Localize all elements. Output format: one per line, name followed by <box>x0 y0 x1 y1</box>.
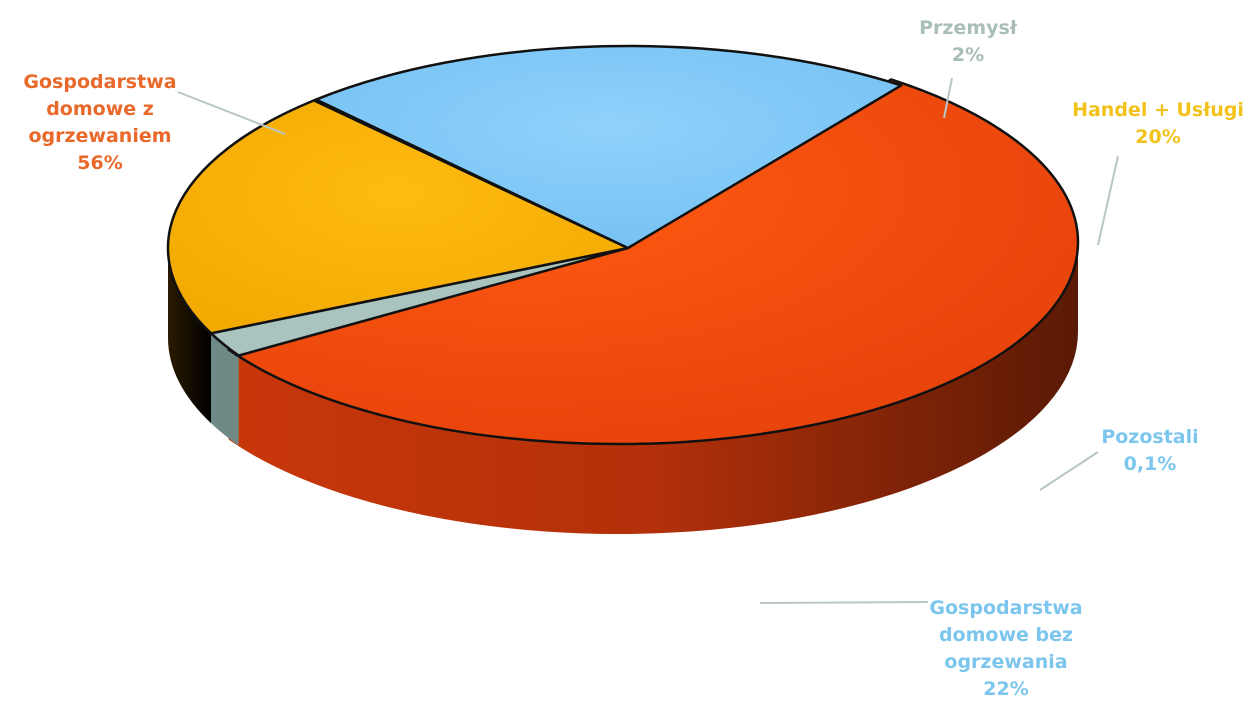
pie-tops <box>166 44 1080 446</box>
slice-name-label-1: Przemysł <box>919 17 1018 39</box>
slice-name-label-0: domowe z <box>46 98 154 120</box>
slice-name-label-4: domowe bez <box>939 624 1073 646</box>
leader-line-1 <box>943 77 953 119</box>
slice-name-label-3: Pozostali <box>1101 426 1198 448</box>
slice-value-label-0: 56% <box>77 152 122 174</box>
leader-line-0 <box>177 91 286 135</box>
pie-slice-2 <box>166 99 630 335</box>
slice-name-label-0: ogrzewaniem <box>28 125 171 147</box>
slice-name-label-4: ogrzewania <box>944 651 1067 673</box>
slice-value-label-2: 20% <box>1135 126 1180 148</box>
pie-side-0 <box>228 242 1078 534</box>
slice-labels: Gospodarstwa domowe z ogrzewaniem 56% Przemy… <box>23 17 1244 700</box>
slice-value-label-4: 22% <box>983 678 1028 700</box>
slice-value-label-1: 2% <box>952 44 984 66</box>
slice-value-label-3: 0,1% <box>1124 453 1177 475</box>
slice-name-label-0: Gospodarstwa <box>23 71 176 93</box>
pie-slice-0 <box>227 78 1080 446</box>
pie-side-1 <box>211 333 239 446</box>
leader-line-3 <box>1039 451 1099 491</box>
slice-name-label-4: Gospodarstwa <box>929 597 1082 619</box>
leader-line-2 <box>1097 155 1119 246</box>
slice-name-label-2: Handel + Usługi <box>1072 99 1244 121</box>
leader-lines <box>177 77 1119 604</box>
leader-line-4 <box>759 601 929 604</box>
pie-sides <box>168 242 1078 534</box>
pie-slice-4 <box>314 44 903 250</box>
